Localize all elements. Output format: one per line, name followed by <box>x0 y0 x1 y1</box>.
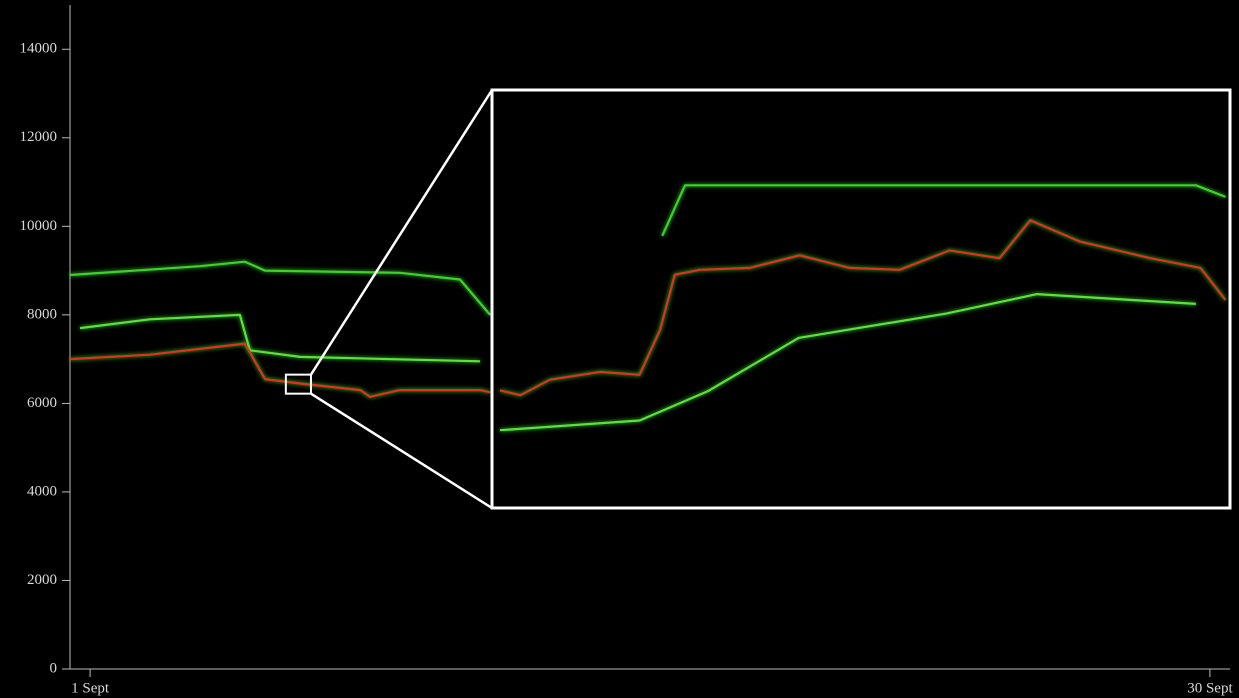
y-tick-label: 0 <box>50 660 58 676</box>
x-tick-label: 1 Sept <box>71 680 110 696</box>
series-line <box>79 313 481 363</box>
zoom-region <box>284 373 312 395</box>
zoom-connector <box>309 89 494 376</box>
y-tick-label: 10000 <box>20 218 58 234</box>
y-tick-label: 4000 <box>27 483 57 499</box>
series-line <box>499 219 1227 397</box>
y-tick-label: 14000 <box>20 41 58 57</box>
y-tick-label: 6000 <box>27 395 57 411</box>
y-tick-label: 8000 <box>27 306 57 322</box>
y-tick-label: 12000 <box>20 129 58 145</box>
y-tick-label: 2000 <box>27 572 57 588</box>
x-tick-label: 30 Sept <box>1187 680 1233 696</box>
series-line <box>499 293 1196 432</box>
series-line <box>69 260 491 316</box>
zoom-connector <box>310 392 493 510</box>
series-line <box>69 342 491 398</box>
series-line <box>661 184 1226 237</box>
